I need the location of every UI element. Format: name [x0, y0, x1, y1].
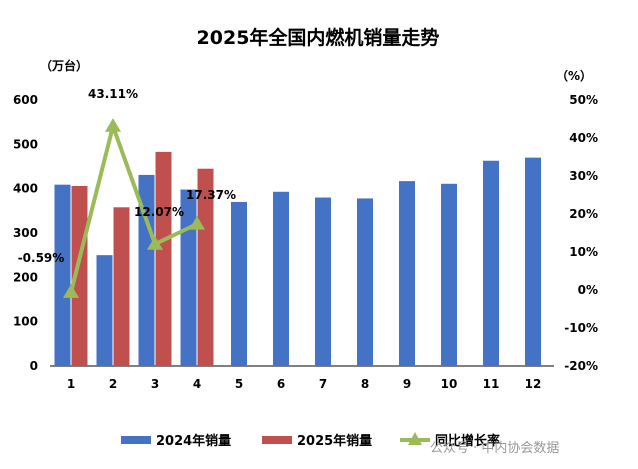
- data-labels-group: -0.59% 43.11% 12.07%17.37%: [18, 87, 236, 265]
- bar-2024: [525, 157, 541, 366]
- y-right-tick-label: -20%: [564, 359, 598, 373]
- bar-2025: [71, 186, 88, 366]
- axes-group: 0 100 200 300 400 500 600 -20% -10% 0% 10% 20% 30% 40…: [13, 93, 598, 391]
- y-right-tick-label: 30%: [569, 169, 598, 183]
- legend-swatch-2024: [121, 436, 151, 444]
- x-tick-label: 8: [361, 377, 369, 391]
- x-tick-label: 3: [151, 377, 159, 391]
- y-right-tick-label: 40%: [569, 131, 598, 145]
- chart-title: 2025年全国内燃机销量走势: [197, 26, 440, 49]
- legend: 2024年销量 2025年销量 同比增长率: [121, 432, 500, 449]
- x-tick-label: 11: [483, 377, 500, 391]
- growth-data-label: 43.11%: [88, 87, 138, 101]
- right-axis-unit: （%）: [556, 68, 592, 83]
- watermark: 公众号 · 中内协会数据: [430, 440, 559, 456]
- bar-2025: [197, 168, 214, 366]
- growth-line-group: [63, 118, 205, 298]
- legend-label-2025: 2025年销量: [297, 433, 372, 449]
- y-right-tick-label: 0%: [578, 283, 598, 297]
- bar-2024: [138, 174, 155, 366]
- y-right-tick-label: 20%: [569, 207, 598, 221]
- y-right-tick-label: 10%: [569, 245, 598, 259]
- y-left-tick-label: 600: [13, 93, 38, 107]
- x-tick-label: 6: [277, 377, 285, 391]
- y-right-tick-label: -10%: [564, 321, 598, 335]
- growth-marker: [189, 215, 205, 230]
- y-left-tick-label: 200: [13, 270, 38, 284]
- y-left-tick-label: 400: [13, 182, 38, 196]
- x-tick-label: 5: [235, 377, 243, 391]
- x-tick-label: 2: [109, 377, 117, 391]
- growth-line: [69, 124, 198, 293]
- bar-2024: [273, 191, 289, 366]
- left-axis-unit: （万台）: [40, 58, 88, 73]
- legend-swatch-2025: [262, 436, 292, 444]
- y-left-tick-label: 500: [13, 137, 38, 151]
- bar-2024: [483, 160, 499, 366]
- x-tick-label: 10: [441, 377, 458, 391]
- x-tick-label: 4: [193, 377, 201, 391]
- y-left-tick-label: 300: [13, 226, 38, 240]
- growth-marker: [147, 236, 163, 250]
- legend-label-growth: 同比增长率: [435, 433, 500, 449]
- growth-data-label: 17.37%: [186, 188, 236, 202]
- bar-2024: [399, 181, 415, 366]
- y-left-tick-label: 0: [30, 359, 38, 373]
- legend-label-2024: 2024年销量: [156, 433, 231, 449]
- x-tick-label: 7: [319, 377, 327, 391]
- y-left-tick-label: 100: [13, 315, 38, 329]
- x-tick-label: 1: [67, 377, 75, 391]
- bars-group: [54, 151, 541, 366]
- bar-2024: [441, 183, 457, 366]
- x-tick-label: 12: [525, 377, 542, 391]
- bar-2025: [155, 151, 172, 366]
- bar-2025: [113, 207, 130, 366]
- bar-2024: [357, 198, 373, 366]
- bar-2024: [231, 201, 247, 366]
- bar-2024: [96, 255, 113, 366]
- bar-2024: [315, 197, 331, 366]
- growth-data-label: 12.07%: [134, 205, 184, 219]
- growth-marker: [105, 118, 121, 132]
- growth-data-label: -0.59%: [18, 251, 65, 265]
- bar-2024: [180, 189, 197, 366]
- x-tick-label: 9: [403, 377, 411, 391]
- legend-marker-growth: [408, 432, 422, 445]
- y-right-tick-label: 50%: [569, 93, 598, 107]
- bar-2024: [54, 184, 71, 366]
- growth-marker: [63, 284, 79, 298]
